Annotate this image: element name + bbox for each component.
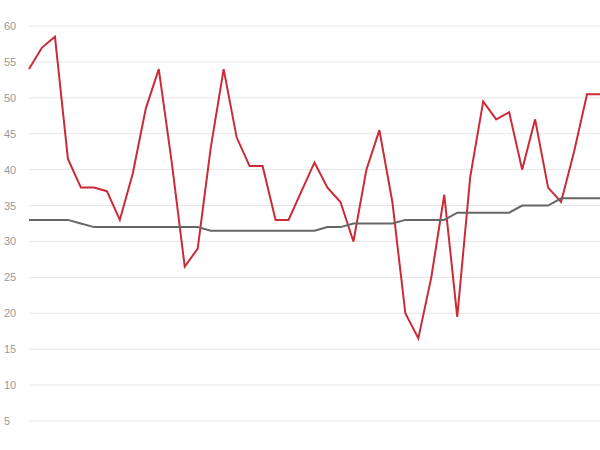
svg-text:35: 35 xyxy=(8,200,16,212)
svg-text:5: 5 xyxy=(8,415,10,427)
svg-text:45: 45 xyxy=(8,128,16,140)
svg-text:10: 10 xyxy=(8,379,16,391)
svg-text:15: 15 xyxy=(8,343,16,355)
svg-text:25: 25 xyxy=(8,271,16,283)
svg-text:20: 20 xyxy=(8,307,16,319)
svg-text:30: 30 xyxy=(8,235,16,247)
svg-text:55: 55 xyxy=(8,56,16,68)
svg-text:50: 50 xyxy=(8,92,16,104)
svg-text:60: 60 xyxy=(8,20,16,32)
svg-text:40: 40 xyxy=(8,164,16,176)
